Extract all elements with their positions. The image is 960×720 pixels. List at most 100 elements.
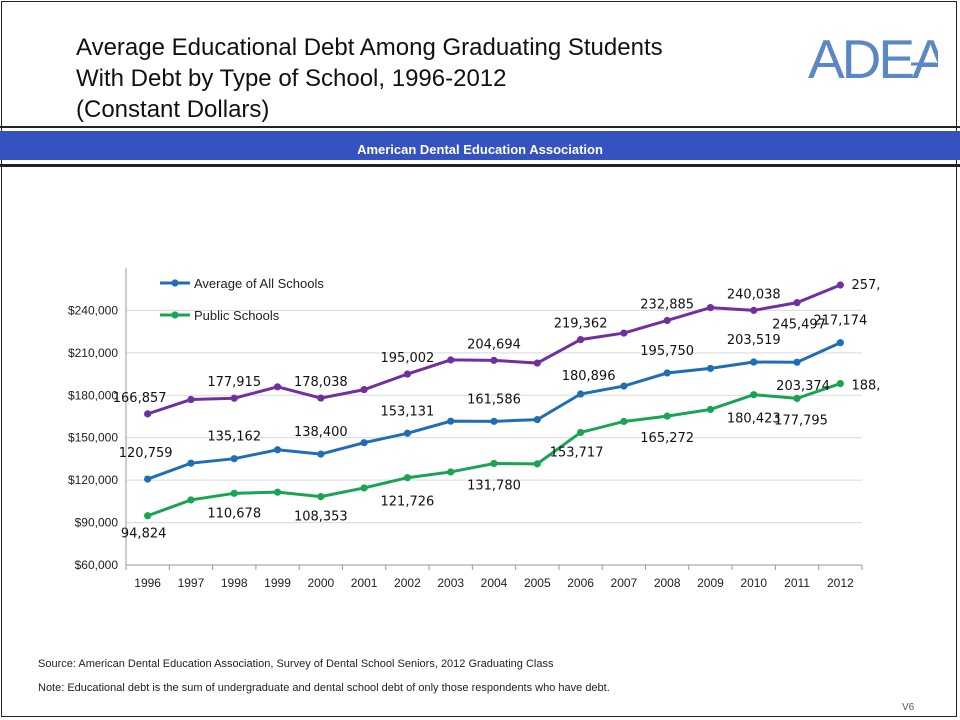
data-point [273,488,282,496]
data-point [360,439,368,447]
data-point [836,339,844,347]
y-tick-label: $90,000 [75,516,119,530]
data-point [750,306,758,314]
data-label: 178,038 [294,375,348,390]
data-point [447,356,455,364]
data-point [447,468,455,476]
y-tick-label: $180,000 [68,388,118,402]
data-point [793,299,801,307]
data-point [360,386,368,394]
data-point [836,281,844,289]
data-point [490,459,498,468]
y-tick-label: $210,000 [68,346,118,360]
x-tick-label: 1997 [178,576,205,590]
slide-code: V6 [902,702,915,713]
data-point [620,329,628,337]
data-point [750,391,758,399]
header-rule [0,126,960,128]
data-point [360,484,368,492]
title-line-1: Average Educational Debt Among Graduatin… [76,34,663,61]
data-point [317,493,325,501]
data-point [403,370,412,378]
data-label: 121,726 [381,495,435,510]
data-label: 240,038 [727,287,781,302]
data-label: 188,265 [851,379,880,394]
data-label: 153,717 [550,445,604,460]
banner-rule [0,164,960,167]
data-label: 161,586 [467,392,521,407]
adea-logo: ADEA [808,28,938,86]
x-tick-label: 2010 [740,576,767,590]
x-tick-label: 2008 [654,576,681,590]
x-tick-label: 1998 [221,576,248,590]
data-point [230,489,238,497]
data-point [144,410,152,418]
data-label: 138,400 [294,425,348,440]
y-tick-label: $150,000 [68,431,118,445]
data-point [317,450,325,458]
x-tick-label: 2001 [351,576,378,590]
data-label: 180,896 [562,369,616,384]
x-tick-label: 2005 [524,576,551,590]
data-point [187,395,195,404]
data-label: 177,795 [774,413,828,428]
x-tick-label: 2000 [307,576,334,590]
x-tick-label: 1996 [134,576,161,590]
data-point [230,455,238,463]
data-label: 203,374 [776,379,830,394]
source-note: Source: American Dental Education Associ… [38,658,554,670]
data-label: 94,824 [121,527,167,542]
data-label: 108,353 [294,510,348,525]
data-point [490,356,498,364]
x-tick-label: 2012 [827,576,854,590]
data-label: 217,174 [813,314,867,329]
y-tick-label: $60,000 [75,558,119,572]
data-label: 153,131 [381,404,435,419]
debt-line-chart: $60,000 $90,000 $120,000 $150,000 $180,000 $2… [68,268,880,590]
data-point [620,417,628,426]
data-point [836,379,844,388]
data-label: 204,694 [467,337,521,352]
data-label: 177,915 [207,375,261,390]
title-line-3: (Constant Dollars) [76,96,270,123]
x-tick-label: 2007 [611,576,638,590]
data-point [187,496,195,504]
legend-marker [171,279,179,287]
data-label: 195,750 [640,344,694,359]
data-point [576,390,585,398]
data-point [533,416,541,424]
data-label: 110,678 [207,506,261,521]
data-point [533,460,541,468]
logo-text: ADEA [808,28,938,86]
x-tick-label: 2003 [437,576,464,590]
data-label: 203,519 [727,333,781,348]
data-label: 120,759 [119,446,173,461]
data-point [663,316,671,325]
y-tick-label: $120,000 [68,473,118,487]
data-point [273,383,282,391]
data-label: 232,885 [640,297,694,312]
data-point [447,417,455,425]
data-point [793,358,801,366]
page-title: Average Educational Debt Among Graduatin… [76,32,776,125]
data-point [576,428,585,437]
data-point [144,475,152,483]
data-point [317,394,325,402]
data-label: 165,272 [640,431,694,446]
data-point [576,336,585,344]
data-point [273,446,282,454]
banner: American Dental Education Association [0,131,960,160]
data-point [403,429,412,437]
data-point [403,474,412,482]
data-point [187,459,195,467]
data-point [706,364,715,373]
data-point [144,512,152,520]
data-label: 257,991 [851,278,880,293]
data-point [793,394,801,403]
data-point [706,304,715,312]
x-tick-label: 2004 [481,576,508,590]
legend-marker [171,311,179,319]
data-label: 166,857 [113,391,167,406]
data-point [750,358,758,366]
